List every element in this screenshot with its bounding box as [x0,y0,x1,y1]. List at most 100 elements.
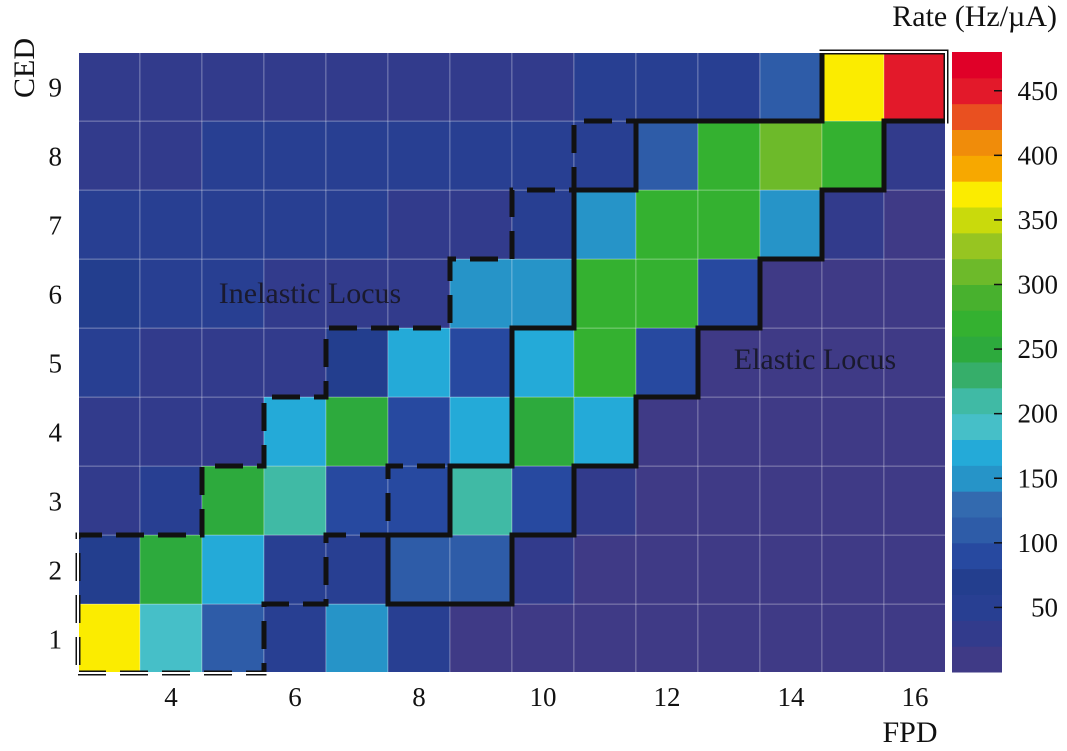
elastic-locus-label: Elastic Locus [734,343,896,376]
heatmap-cell [201,396,265,467]
heatmap-cell [77,465,141,536]
x-tick-label: 10 [530,682,557,712]
heatmap-cell [883,396,947,467]
heatmap-cell [139,396,203,467]
heatmap-cell [759,189,823,260]
colorbar-segment [952,465,1002,492]
y-tick-label: 4 [49,418,63,448]
x-tick-label: 4 [164,682,178,712]
heatmap-cell [635,51,699,122]
heatmap-cell [821,465,885,536]
heatmap-cell [511,534,575,605]
colorbar-segment [952,181,1002,208]
heatmap-cell [263,396,327,467]
colorbar-tick-label: 100 [1018,528,1059,558]
heatmap-cell [697,327,761,398]
colorbar-segment [952,103,1002,130]
heatmap-cell [139,120,203,191]
x-tick-label: 12 [654,682,681,712]
heatmap-cell [759,465,823,536]
colorbar-segment [952,129,1002,156]
heatmap-cell [263,603,327,674]
heatmap-cell [511,327,575,398]
y-tick-label: 6 [49,280,63,310]
heatmap-cell [139,327,203,398]
y-axis-label: CED [8,38,41,98]
heatmap-cell [821,51,885,122]
colorbar-tick-labels: 50 100 150 200 250 300 350 400 450 [994,76,1059,622]
y-tick-label: 2 [49,556,63,586]
heatmap-cell [883,120,947,191]
heatmap-cell [759,120,823,191]
colorbar-segment [952,620,1002,647]
colorbar-tick-label: 450 [1018,76,1059,106]
y-tick-label: 5 [49,349,63,379]
y-tick-label: 8 [49,142,63,172]
heatmap-cell [573,603,637,674]
heatmap-cell [263,327,327,398]
heatmap-cell [387,396,451,467]
heatmap-cell [511,51,575,122]
heatmap-cell [883,189,947,260]
heatmap-cell [387,534,451,605]
heatmap-cell [573,258,637,329]
colorbar-segment [952,77,1002,105]
heatmap-cell [77,258,141,329]
heatmap-cell [449,258,513,329]
heatmap-cell [77,396,141,467]
heatmap-cell [201,51,265,122]
heatmap-cell [635,603,699,674]
heatmap-cell [325,465,389,536]
heatmap-cell [77,534,141,605]
heatmap-cell [263,465,327,536]
heatmap-cell [387,327,451,398]
heatmap-cell [449,534,513,605]
heatmap-cell [449,120,513,191]
heatmap-cell [635,327,699,398]
colorbar-tick-label: 400 [1018,140,1059,170]
heatmap-cell [449,51,513,122]
heatmap-cell [77,120,141,191]
colorbar-tick-label: 200 [1018,399,1059,429]
heatmap-cell [697,51,761,122]
heatmap-cell [325,534,389,605]
heatmap-cell [139,51,203,122]
heatmap-cell [697,534,761,605]
heatmap-cell [883,258,947,329]
heatmap-cell [77,51,141,122]
colorbar-segment [952,336,1002,363]
y-tick-label: 3 [49,487,63,517]
heatmap-cell [449,603,513,674]
heatmap-cell [77,189,141,260]
heatmap-cell [387,189,451,260]
heatmap-cell [759,534,823,605]
colorbar-segment [952,362,1002,389]
heatmap-cell [697,603,761,674]
colorbar-label: Rate (Hz/µA) [892,0,1057,33]
colorbar-segment [952,542,1002,570]
heatmap-cell [139,534,203,605]
heatmap-cell [635,189,699,260]
y-tick-label: 1 [49,625,63,655]
heatmap-cell [511,189,575,260]
heatmap-cell [821,396,885,467]
heatmap-cell [325,258,389,329]
x-tick-label: 6 [288,682,302,712]
colorbar-segment [952,646,1002,673]
heatmap-cell [139,465,203,536]
heatmap-cell [325,51,389,122]
heatmap-cell [697,189,761,260]
y-tick-labels: 1 2 3 4 5 6 7 8 9 [49,73,63,655]
x-tick-label: 16 [902,682,929,712]
colorbar-tick-label: 250 [1018,334,1059,364]
heatmap-cell [635,120,699,191]
locus-outlines [75,49,949,676]
heatmap-cell [759,327,823,398]
heatmap-cell [635,258,699,329]
heatmap-cell [573,327,637,398]
colorbar-segment [952,594,1002,621]
heatmap-cell [573,120,637,191]
heatmap-cell [201,258,265,329]
heatmap-cell [325,603,389,674]
